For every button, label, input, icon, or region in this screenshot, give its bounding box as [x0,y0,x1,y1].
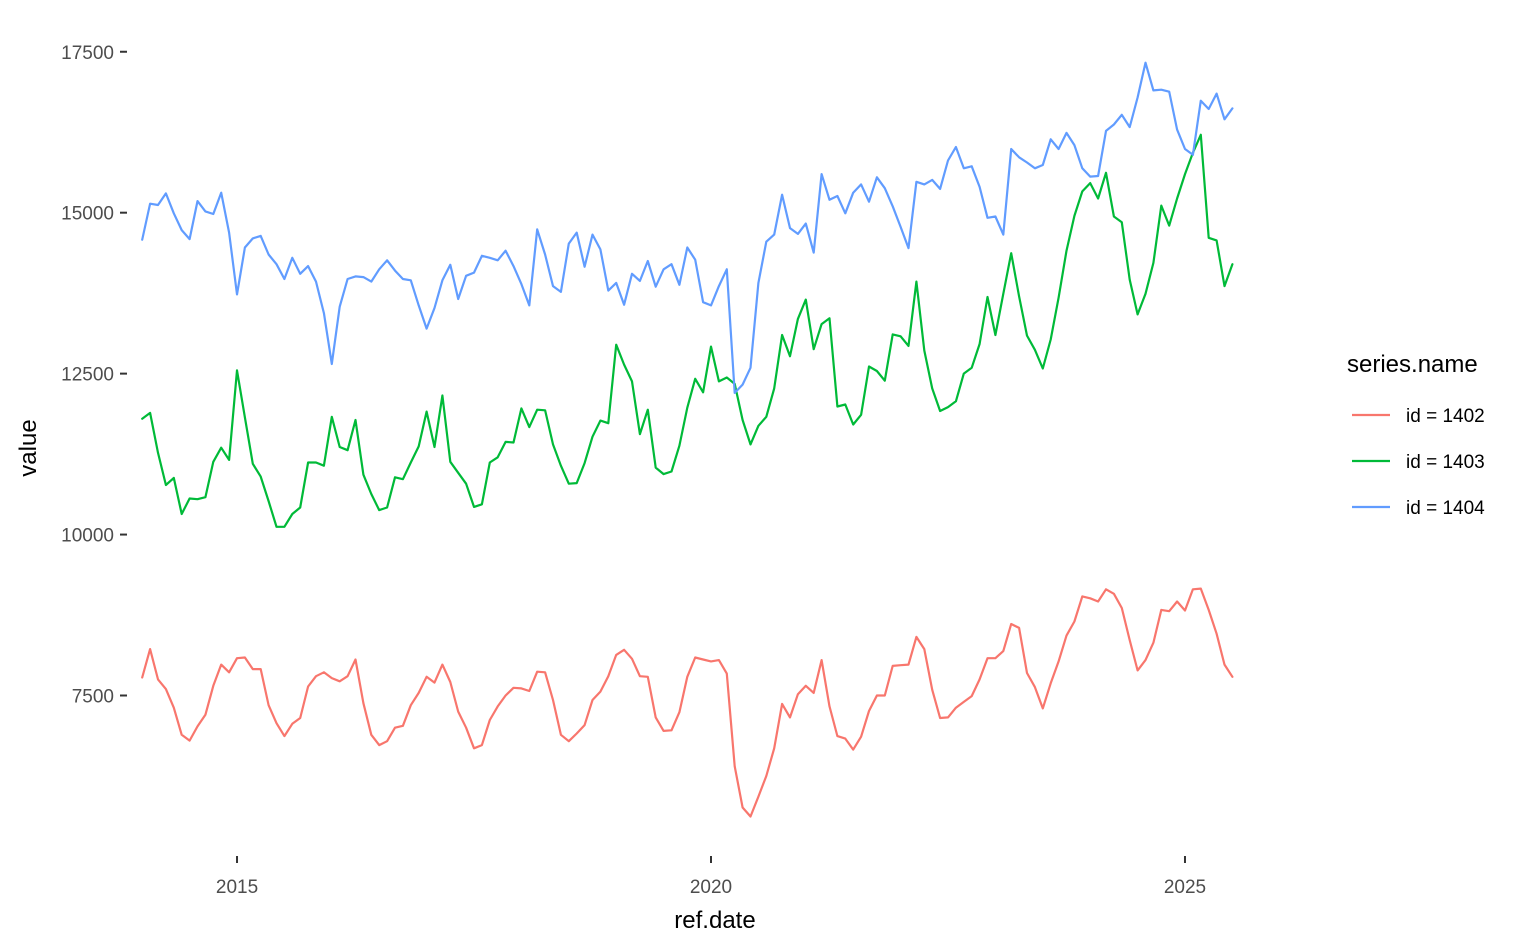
legend-label-1403: id = 1403 [1406,452,1485,473]
x-tick-label: 2015 [216,877,258,898]
legend-label-1402: id = 1402 [1406,406,1485,427]
series-line-1 [141,587,1234,818]
x-tick-label: 2020 [690,877,732,898]
y-tick-label: 7500 [72,687,114,708]
y-tick-label: 15000 [61,204,114,225]
series-line-2 [141,133,1234,528]
legend-label-1404: id = 1404 [1406,498,1485,519]
legend: series.name id = 1402 id = 1403 id = 140… [1347,351,1485,519]
y-tick-label: 10000 [61,526,114,547]
plot-lines [141,61,1234,818]
legend-title: series.name [1347,351,1478,378]
y-axis-title: value [15,419,42,476]
y-axis: 7500 10000 12500 15000 17500 [61,43,127,708]
y-tick-label: 12500 [61,365,114,386]
x-axis: 2015 2020 2025 [216,856,1206,898]
series-line-3 [141,61,1234,394]
x-axis-title: ref.date [674,907,755,934]
x-tick-label: 2025 [1164,877,1206,898]
y-tick-label: 17500 [61,43,114,64]
